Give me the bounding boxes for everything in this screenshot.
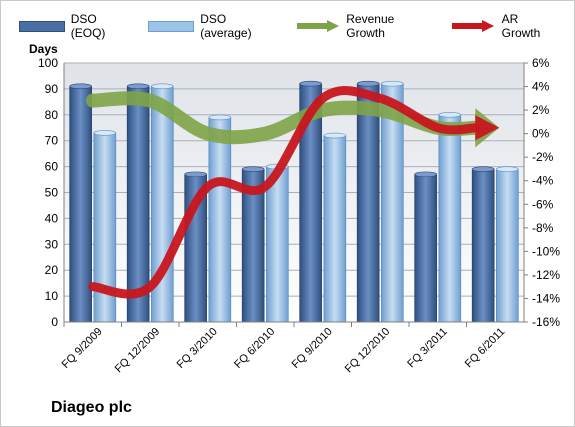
y2-tick-label: -12%: [532, 268, 560, 282]
y-tick-label: 80: [45, 108, 59, 122]
y-tick-label: 100: [38, 56, 58, 70]
y-tick-label: 20: [45, 263, 59, 277]
bar-dso-average-: [208, 116, 232, 323]
y2-tick-label: -6%: [532, 197, 554, 211]
y2-tick-label: -14%: [532, 291, 560, 305]
bar-top: [471, 166, 495, 172]
y2-tick-label: -8%: [532, 221, 554, 235]
y2-tick-label: -2%: [532, 150, 554, 164]
bar-top: [69, 83, 92, 90]
y-tick-label: 0: [51, 315, 58, 329]
bar-top: [151, 83, 174, 90]
bar-top: [93, 130, 117, 136]
bar-top: [184, 171, 207, 178]
y-tick-label: 70: [45, 134, 59, 148]
y2-tick-label: -10%: [532, 244, 560, 258]
bar-top: [381, 80, 404, 87]
y-tick-label: 30: [45, 237, 59, 251]
bar-top: [299, 80, 322, 87]
bar-dso-average-: [438, 114, 462, 323]
bar-top: [208, 114, 232, 121]
bar-top: [414, 171, 437, 178]
y-axis-title: Days: [29, 42, 58, 56]
y2-tick-label: 0%: [532, 127, 550, 141]
bar-dso-eoq-: [356, 83, 380, 323]
y-tick-label: 50: [45, 186, 59, 200]
company-name: Diageo plc: [51, 399, 132, 416]
bar-dso-average-: [323, 135, 347, 323]
legend-label-ar-growth: AR Growth: [501, 12, 541, 40]
x-tick-label: FQ 3/2010: [175, 326, 220, 371]
bar-dso-eoq-: [414, 173, 438, 323]
bar-dso-average-: [265, 166, 289, 323]
bar-top: [323, 132, 347, 139]
bar-top: [126, 83, 150, 90]
bar-top: [241, 166, 265, 172]
y2-tick-label: 4%: [532, 80, 550, 94]
y-tick-label: 40: [45, 211, 59, 225]
bar-top: [496, 166, 519, 172]
legend-arrow-revenue-growth: [296, 20, 339, 32]
legend-label-dso-eoq: DSO (EOQ): [70, 12, 106, 40]
legend-swatch-dso-eoq: [19, 20, 65, 32]
x-tick-label: FQ 9/2009: [60, 326, 105, 371]
legend-item-revenue-growth: Revenue Growth: [295, 12, 436, 40]
legend-swatch-dso-average: [148, 20, 195, 32]
y2-tick-label: 6%: [532, 56, 550, 70]
y2-tick-label: 2%: [532, 103, 550, 117]
y-tick-label: 10: [45, 289, 59, 303]
x-tick-label: FQ 12/2009: [113, 326, 163, 376]
x-tick-label: FQ 12/2010: [343, 326, 393, 376]
y-tick-label: 60: [45, 160, 59, 174]
legend-label-revenue-growth: Revenue Growth: [346, 12, 395, 40]
legend-item-dso-average: DSO (average): [148, 12, 280, 40]
x-tick-label: FQ 9/2010: [290, 326, 335, 371]
x-tick-label: FQ 3/2011: [405, 326, 450, 371]
line-ar-growth: [88, 86, 481, 299]
x-tick-label: FQ 6/2011: [463, 326, 508, 371]
legend-item-dso-eoq: DSO (EOQ): [19, 12, 134, 40]
y-tick-label: 90: [45, 82, 59, 96]
bar-top: [356, 80, 380, 87]
arrowhead-ar-growth: [475, 115, 500, 141]
chart-legend: DSO (EOQ) DSO (average) Revenue Growth A…: [19, 12, 574, 40]
bar-dso-average-: [495, 168, 519, 323]
bar-dso-eoq-: [471, 168, 495, 323]
bar-top: [438, 112, 462, 118]
x-tick-label: FQ 6/2010: [232, 326, 277, 371]
y2-tick-label: -4%: [532, 174, 554, 188]
legend-label-dso-average: DSO (average): [200, 12, 252, 40]
legend-arrow-ar-growth: [451, 20, 494, 32]
legend-item-ar-growth: AR Growth: [450, 12, 560, 40]
y2-tick-label: -16%: [532, 315, 560, 329]
